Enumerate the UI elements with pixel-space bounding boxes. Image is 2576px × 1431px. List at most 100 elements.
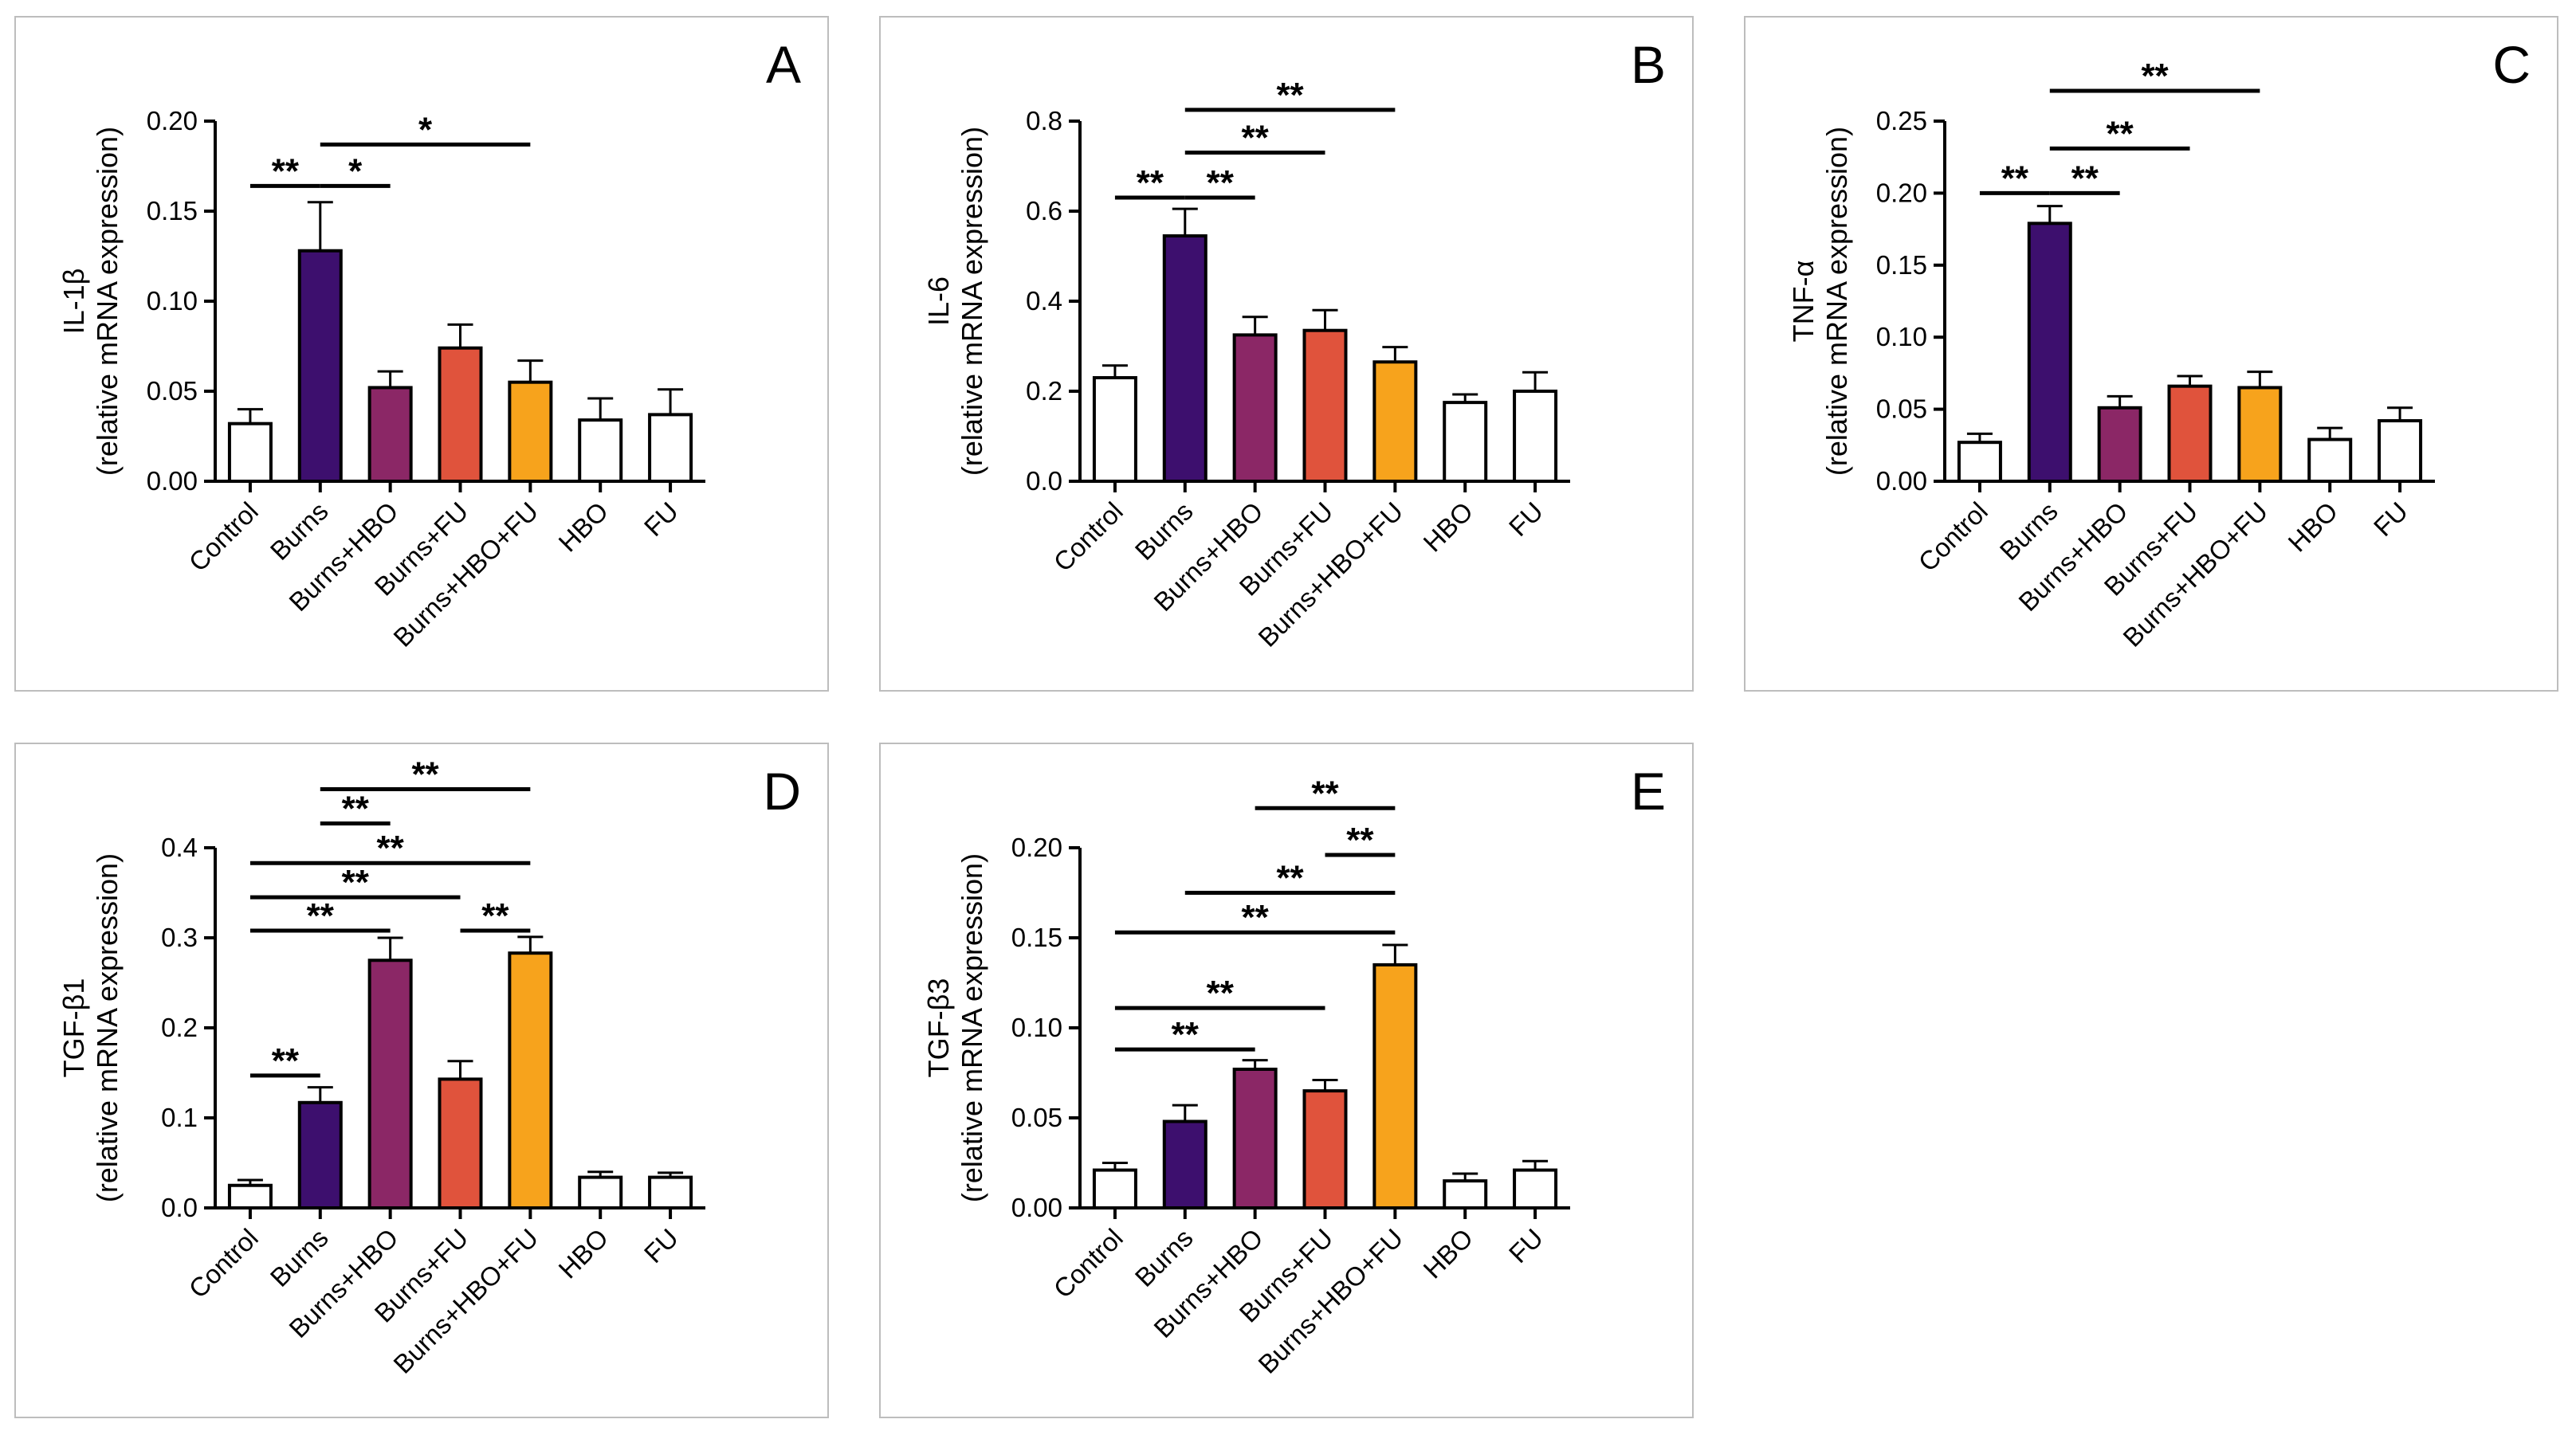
- bar-burns: [1162, 1119, 1208, 1209]
- bar-control: [227, 1183, 273, 1209]
- x-tick-label: FU: [1503, 496, 1549, 542]
- y-axis-title: IL-1β(relative mRNA expression): [57, 127, 124, 476]
- bar-burns-hbo: [367, 386, 413, 484]
- y-tick-label: 0.2: [1026, 376, 1062, 406]
- bar-burns-fu: [1302, 1089, 1348, 1209]
- significance-label: **: [481, 896, 509, 935]
- x-tick-label: HBO: [1417, 1223, 1478, 1284]
- panel-letter: A: [766, 35, 801, 94]
- y-axis-title: TNF-α(relative mRNA expression): [1787, 127, 1853, 476]
- significance-label: *: [418, 110, 433, 149]
- bar-burns-fu: [1302, 328, 1348, 483]
- chart-svg: D TGF-β1(relative mRNA expression) 0.0 0.1 0…: [57, 755, 801, 1379]
- y-tick-label: 0.20: [147, 106, 198, 135]
- y-tick-label: 0.15: [147, 196, 198, 225]
- y-tick-label: 0.1: [161, 1103, 198, 1132]
- x-tick-label: HBO: [552, 1223, 614, 1284]
- x-tick-label: HBO: [2282, 496, 2343, 558]
- y-tick-label: 0.05: [147, 376, 198, 406]
- y-axis-title-main: TNF-α: [1787, 261, 1820, 343]
- bar-fu: [2378, 419, 2423, 483]
- x-tick-label: HBO: [1417, 496, 1478, 558]
- bar-hbo: [578, 1175, 623, 1210]
- significance-label: **: [1346, 821, 1374, 860]
- y-tick-label: 0.6: [1026, 196, 1062, 225]
- bar-burns-hbo: [1232, 333, 1278, 483]
- bar-burns-hbo-fu: [1372, 962, 1418, 1209]
- bar-burns-hbo: [367, 959, 413, 1209]
- panel-letter: E: [1631, 762, 1666, 821]
- bar-burns-fu: [2167, 384, 2213, 483]
- bar-hbo: [578, 418, 623, 483]
- significance-label: **: [2071, 159, 2099, 198]
- x-tick-label: FU: [638, 1223, 684, 1268]
- bar-fu: [1513, 390, 1558, 483]
- significance-label: **: [1311, 774, 1339, 813]
- significance-label: **: [1276, 76, 1304, 115]
- bar-fu: [648, 1175, 693, 1210]
- bar-burns-hbo-fu: [508, 951, 553, 1209]
- significance-label: **: [2141, 57, 2169, 96]
- y-tick-label: 0.10: [1011, 1013, 1062, 1042]
- x-tick-label: FU: [1503, 1223, 1549, 1268]
- y-axis-title: IL-6(relative mRNA expression): [922, 127, 988, 476]
- panel-e-tgfb3: E TGF-β3(relative mRNA expression) 0.00 0.0…: [879, 743, 1694, 1418]
- chart-svg: C TNF-α(relative mRNA expression) 0.00 0.05…: [1787, 35, 2531, 653]
- significance-label: **: [1242, 898, 1270, 937]
- bar-hbo: [1443, 1179, 1488, 1209]
- panel-a-il1b: A IL-1β(relative mRNA expression) 0.00 0.05…: [14, 16, 829, 692]
- bar-burns-hbo-fu: [1372, 360, 1418, 483]
- significance-label: **: [342, 863, 370, 902]
- y-axis-title-unit: (relative mRNA expression): [956, 853, 988, 1202]
- significance-label: **: [1207, 974, 1235, 1013]
- y-tick-label: 0.2: [161, 1013, 198, 1042]
- panel-letter: B: [1631, 35, 1666, 94]
- significance-label: **: [1172, 1015, 1200, 1054]
- panel-b-il6: B IL-6(relative mRNA expression) 0.0 0.2 0.4…: [879, 16, 1694, 692]
- bar-burns: [297, 1100, 343, 1210]
- significance-label: **: [307, 896, 335, 935]
- y-axis-title-unit: (relative mRNA expression): [956, 127, 988, 476]
- significance-label: **: [1207, 163, 1235, 202]
- y-tick-label: 0.0: [1026, 466, 1062, 496]
- y-tick-label: 0.00: [147, 466, 198, 496]
- y-axis-title-unit: (relative mRNA expression): [91, 127, 124, 476]
- y-tick-label: 0.00: [1011, 1193, 1062, 1222]
- x-tick-label: Control: [183, 1223, 263, 1304]
- panel-d-tgfb1: D TGF-β1(relative mRNA expression) 0.0 0.1 0…: [14, 743, 829, 1418]
- significance-label: **: [272, 151, 300, 190]
- significance-label: **: [2107, 114, 2134, 153]
- chart-svg: B IL-6(relative mRNA expression) 0.0 0.2 0.4…: [922, 35, 1666, 653]
- bar-fu: [1513, 1168, 1558, 1209]
- y-tick-label: 0.8: [1026, 106, 1062, 135]
- y-tick-label: 0.4: [1026, 286, 1062, 316]
- significance-label: **: [1276, 859, 1304, 898]
- y-axis-title-unit: (relative mRNA expression): [91, 853, 124, 1202]
- y-tick-label: 0.05: [1011, 1103, 1062, 1132]
- bar-control: [1092, 1168, 1137, 1209]
- significance-label: **: [272, 1041, 300, 1080]
- bar-burns-hbo-fu: [2237, 386, 2283, 484]
- bar-control: [1957, 441, 2002, 484]
- significance-label: **: [1242, 119, 1270, 158]
- x-tick-label: Control: [1047, 1223, 1128, 1304]
- significance-label: **: [2001, 159, 2029, 198]
- y-tick-label: 0.20: [1011, 833, 1062, 862]
- significance-label: **: [411, 755, 439, 794]
- significance-label: *: [348, 151, 363, 190]
- significance-label: **: [342, 789, 370, 828]
- y-tick-label: 0.3: [161, 923, 198, 952]
- y-axis-title-unit: (relative mRNA expression): [1820, 127, 1853, 476]
- y-axis-title-main: TGF-β3: [922, 978, 955, 1078]
- chart-svg: E TGF-β3(relative mRNA expression) 0.00 0.0…: [922, 762, 1666, 1379]
- bar-burns-fu: [438, 346, 483, 484]
- y-tick-label: 0.15: [1011, 923, 1062, 952]
- y-tick-label: 0.25: [1876, 106, 1927, 135]
- bar-burns-hbo: [1232, 1067, 1278, 1210]
- bar-burns: [297, 249, 343, 483]
- y-axis-title: TGF-β1(relative mRNA expression): [57, 853, 124, 1202]
- x-tick-label: FU: [2368, 496, 2413, 542]
- bar-burns: [2027, 222, 2072, 483]
- bar-hbo: [2307, 437, 2353, 483]
